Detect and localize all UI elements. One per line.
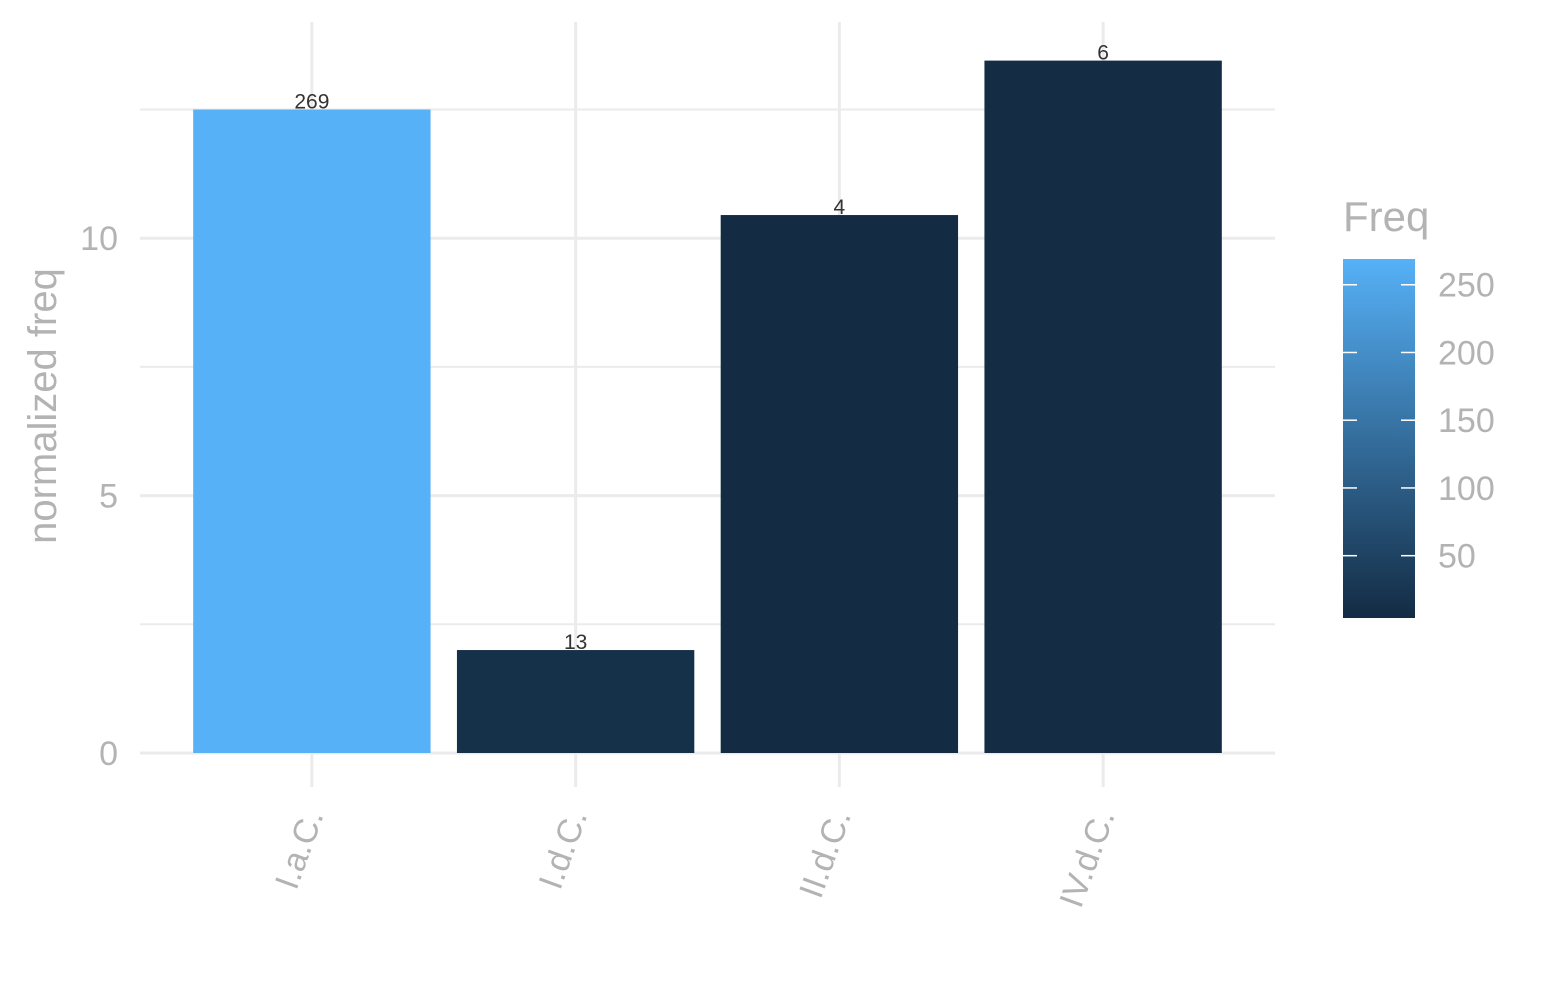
legend-colorbar	[1343, 259, 1415, 618]
legend: Freq 50 100 150 200 250	[1343, 193, 1495, 618]
bar-value-label: 6	[1097, 42, 1109, 65]
plot-panel: 269 13 4 6	[140, 22, 1275, 755]
y-tick-label: 10	[80, 220, 118, 258]
bar-idc	[456, 650, 695, 753]
bar-value-label: 269	[294, 91, 329, 114]
bar-value-label: 4	[834, 196, 846, 219]
legend-tick-label: 250	[1438, 267, 1495, 305]
y-tick-label: 5	[99, 478, 118, 516]
x-tick-label: I.a.C.	[268, 805, 331, 894]
bar-iac	[193, 109, 431, 753]
y-axis-title: normalized freq	[21, 268, 65, 544]
x-tick-label: II.d.C.	[792, 805, 859, 903]
y-axis: 0 5 10	[80, 220, 118, 773]
legend-title: Freq	[1343, 193, 1429, 240]
legend-tick-label: 100	[1438, 470, 1495, 508]
legend-tick-label: 150	[1438, 402, 1495, 440]
bar-ivdc	[984, 60, 1222, 754]
bar-iidc	[720, 215, 959, 753]
legend-tick-label: 50	[1438, 538, 1476, 576]
bar-value-label: 13	[564, 631, 587, 654]
x-tick-label: I.d.C.	[532, 805, 595, 894]
y-tick-label: 0	[99, 735, 118, 773]
bar-value-labels: 269 13 4 6	[294, 42, 1109, 654]
x-axis: I.a.C. I.d.C. II.d.C. IV.d.C.	[268, 753, 1123, 912]
bars	[193, 60, 1222, 754]
x-tick-label: IV.d.C.	[1052, 805, 1122, 913]
legend-ticks: 50 100 150 200 250	[1343, 267, 1495, 576]
legend-tick-label: 200	[1438, 334, 1495, 372]
